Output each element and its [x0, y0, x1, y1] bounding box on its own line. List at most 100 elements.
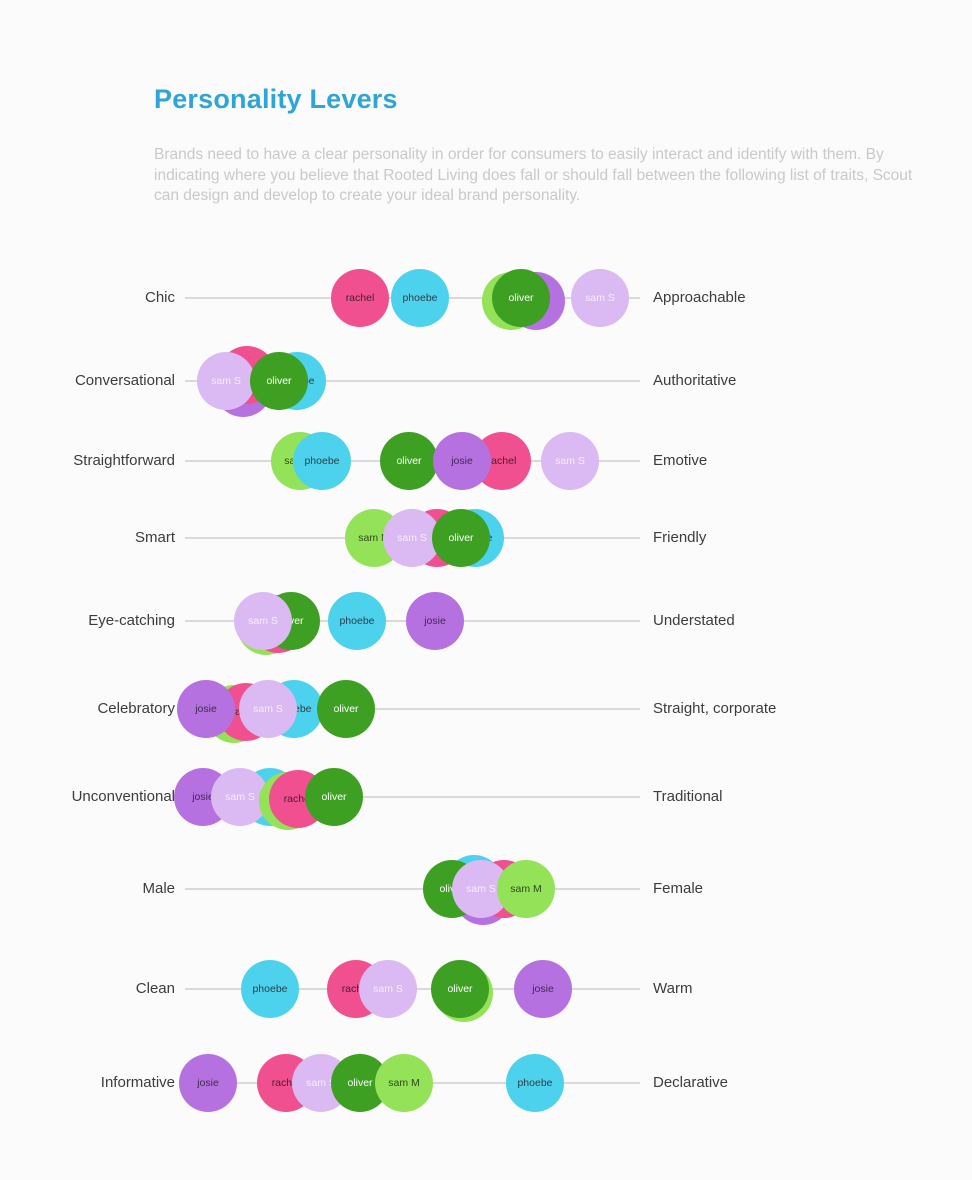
lever-left-label: Chic — [144, 289, 175, 306]
marker-name-label: sam S — [585, 291, 615, 304]
lever-right-label: Warm — [653, 980, 693, 997]
lever-left-label: Conversational — [74, 372, 175, 389]
marker-name-label: rachel — [487, 454, 517, 467]
lever-right-label: Traditional — [653, 788, 723, 805]
marker-phoebe[interactable]: phoebe — [391, 269, 449, 327]
marker-name-label: josie — [451, 454, 473, 467]
marker-name-label: oliver — [333, 702, 359, 715]
marker-name-label: oliver — [448, 531, 474, 544]
lever-left-label: Eye-catching — [88, 612, 175, 629]
marker-name-label: phoebe — [402, 291, 438, 304]
marker-phoebe[interactable]: phoebe — [241, 960, 299, 1018]
marker-name-label: sam S — [211, 374, 241, 387]
marker-name-label: phoebe — [517, 1076, 553, 1089]
marker-sam_s[interactable]: sam S — [239, 680, 297, 738]
marker-name-label: phoebe — [252, 982, 288, 995]
lever-left-label: Smart — [134, 529, 175, 546]
marker-sam_s[interactable]: sam S — [571, 269, 629, 327]
marker-name-label: rachel — [341, 982, 371, 995]
marker-josie[interactable]: josie — [179, 1054, 237, 1112]
marker-name-label: josie — [532, 982, 554, 995]
lever-track — [185, 708, 640, 710]
marker-oliver[interactable]: oliver — [431, 960, 489, 1018]
marker-josie[interactable]: josie — [406, 592, 464, 650]
marker-oliver[interactable]: oliver — [432, 509, 490, 567]
marker-oliver[interactable]: oliver — [380, 432, 438, 490]
marker-name-label: sam S — [373, 982, 403, 995]
lever-track — [185, 888, 640, 890]
marker-name-label: phoebe — [304, 454, 340, 467]
marker-name-label: rachel — [271, 1076, 301, 1089]
lever-left-label: Celebratory — [97, 700, 175, 717]
marker-sam_s[interactable]: sam S — [197, 352, 255, 410]
marker-sam_s[interactable]: sam S — [541, 432, 599, 490]
lever-row-0: Chicsam Mjosieoliverrachelphoebesam SApp… — [0, 269, 972, 330]
marker-sam_m[interactable]: sam M — [497, 860, 555, 918]
marker-name-label: rachel — [345, 291, 375, 304]
lever-right-label: Declarative — [653, 1074, 729, 1091]
marker-phoebe[interactable]: phoebe — [328, 592, 386, 650]
marker-name-label: josie — [197, 1076, 219, 1089]
marker-sam_s[interactable]: sam S — [211, 768, 269, 826]
marker-oliver[interactable]: oliver — [492, 269, 550, 327]
marker-name-label: josie — [195, 702, 217, 715]
marker-oliver[interactable]: oliver — [250, 352, 308, 410]
lever-right-label: Female — [653, 880, 704, 897]
marker-rachel[interactable]: rachel — [331, 269, 389, 327]
marker-josie[interactable]: josie — [514, 960, 572, 1018]
marker-name-label: sam S — [225, 790, 255, 803]
marker-name-label: sam S — [397, 531, 427, 544]
marker-josie[interactable]: josie — [433, 432, 491, 490]
marker-phoebe[interactable]: phoebe — [506, 1054, 564, 1112]
marker-name-label: sam M — [510, 882, 542, 895]
marker-oliver[interactable]: oliver — [305, 768, 363, 826]
lever-row-5: Celebratorysam Mracheljosiephoebesam Sol… — [0, 680, 972, 743]
lever-right-label: Authoritative — [653, 372, 737, 389]
marker-name-label: sam M — [358, 531, 390, 544]
marker-name-label: oliver — [508, 291, 534, 304]
marker-name-label: josie — [192, 790, 214, 803]
lever-row-1: Conversationaljosierachelsam Sphoebeoliv… — [0, 346, 972, 417]
marker-name-label: phoebe — [339, 614, 375, 627]
marker-name-label: sam M — [388, 1076, 420, 1089]
lever-left-label: Clean — [135, 980, 175, 997]
marker-name-label: oliver — [396, 454, 422, 467]
marker-sam_s[interactable]: sam S — [383, 509, 441, 567]
lever-right-label: Friendly — [653, 529, 707, 546]
marker-sam_s[interactable]: sam S — [234, 592, 292, 650]
marker-name-label: sam S — [306, 1076, 336, 1089]
marker-name-label: oliver — [447, 982, 473, 995]
page-title: Personality Levers — [154, 84, 398, 114]
lever-left-label: Unconventional — [71, 788, 175, 805]
marker-name-label: rachel — [283, 792, 313, 805]
lever-track — [185, 796, 640, 798]
marker-name-label: sam S — [248, 614, 278, 627]
marker-name-label: sam S — [253, 702, 283, 715]
marker-phoebe[interactable]: phoebe — [293, 432, 351, 490]
marker-oliver[interactable]: oliver — [317, 680, 375, 738]
lever-left-label: Informative — [100, 1074, 175, 1091]
marker-sam_s[interactable]: sam S — [359, 960, 417, 1018]
marker-name-label: josie — [424, 614, 446, 627]
marker-josie[interactable]: josie — [177, 680, 235, 738]
marker-name-label: oliver — [266, 374, 292, 387]
lever-left-label: Male — [142, 880, 175, 897]
marker-name-label: sam S — [555, 454, 585, 467]
lever-track — [185, 380, 640, 382]
marker-name-label: oliver — [321, 790, 347, 803]
lever-row-2: Straightforwardsam Mphoebeoliverracheljo… — [0, 432, 972, 490]
lever-row-9: Informative josie rachel sam S oliver sam M ph… — [0, 1054, 972, 1112]
marker-sam_m[interactable]: sam M — [375, 1054, 433, 1112]
page-description: Brands need to have a clear personality … — [154, 146, 913, 204]
lever-right-label: Emotive — [653, 452, 708, 469]
lever-left-label: Straightforward — [73, 452, 175, 469]
marker-name-label: sam S — [466, 882, 496, 895]
marker-sam_s[interactable]: sam S — [452, 860, 510, 918]
lever-right-label: Understated — [653, 612, 735, 629]
